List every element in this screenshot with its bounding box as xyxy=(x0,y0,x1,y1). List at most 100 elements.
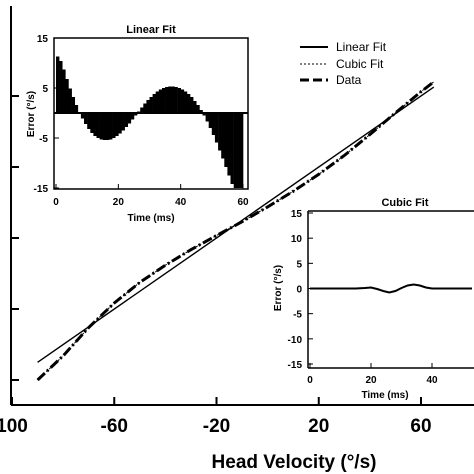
inset-cubic-fit-error-line xyxy=(310,283,472,294)
inset-linear-fit-bar xyxy=(218,113,222,151)
series-data xyxy=(36,80,435,382)
inset-linear-fit-bar xyxy=(165,87,169,113)
inset-linear-fit-bar xyxy=(59,61,63,113)
inset-linear-fit-bar xyxy=(211,113,216,135)
inset-linear-fit-bar xyxy=(90,113,94,133)
main-x-tick-label: 20 xyxy=(308,416,329,437)
inset-linear-fit-bar xyxy=(239,113,244,188)
inset-linear-fit-bar xyxy=(227,113,231,176)
inset-linear-fit-bar xyxy=(152,94,157,113)
inset-cubic-fit-y-tick-label: 10 xyxy=(291,234,303,245)
inset-linear-fit-bar xyxy=(71,97,76,113)
inset-linear-fit-bar xyxy=(118,113,122,134)
inset-linear-fit-bar xyxy=(56,56,60,113)
inset-linear-fit-x-tick-label: 0 xyxy=(53,197,59,208)
inset-linear-fit-bar xyxy=(221,113,225,159)
inset-linear-fit-bar xyxy=(233,113,238,188)
inset-linear-fit-bars xyxy=(54,56,248,188)
inset-linear-fit-bar xyxy=(155,91,160,113)
inset-linear-fit-bar xyxy=(62,69,66,113)
inset-cubic-fit-y-tick-label: 0 xyxy=(296,285,302,296)
inset-linear-fit-bar xyxy=(224,113,228,167)
inset-linear-fit-bar xyxy=(109,113,113,140)
main-x-tick-label: 60 xyxy=(410,416,431,437)
legend: Linear Fit Cubic Fit Data xyxy=(300,40,387,87)
inset-linear-fit-bar xyxy=(180,89,185,113)
inset-cubic-fit: Cubic Fit 15 10 5 0 -5 -10 -15 0 20 40 Time (ms)… xyxy=(273,197,474,401)
inset-linear-fit-x-tick-label: 60 xyxy=(237,197,249,208)
inset-linear-fit-x-tick-label: 40 xyxy=(175,197,187,208)
main-x-ticks: 100 -60 -20 20 60 xyxy=(0,397,432,437)
inset-linear-fit-bar xyxy=(84,113,88,124)
inset-linear-fit-bar xyxy=(230,113,234,184)
inset-linear-fit-bar xyxy=(174,87,178,113)
inset-linear-fit-bar xyxy=(149,97,153,113)
inset-linear-fit-bar xyxy=(186,94,191,113)
inset-linear-fit-bar xyxy=(105,113,110,140)
inset-linear-fit-bar xyxy=(133,113,138,116)
inset-linear-fit-bar xyxy=(127,113,132,124)
inset-linear-fit-x-tick-label: 20 xyxy=(113,197,125,208)
inset-linear-fit-x-ticks: 0 20 40 60 xyxy=(53,184,249,208)
inset-linear-fit-bar xyxy=(236,113,241,188)
inset-linear-fit-bar xyxy=(199,110,203,113)
inset-linear-fit-bar xyxy=(214,113,219,143)
inset-linear-fit-bar xyxy=(168,86,172,113)
inset-cubic-fit-x-tick-label: 0 xyxy=(307,375,313,386)
inset-linear-fit-y-tick-label: 15 xyxy=(37,34,49,45)
inset-linear-fit-bar xyxy=(162,88,166,113)
inset-linear-fit-bar xyxy=(171,86,175,113)
inset-linear-fit-bar xyxy=(87,113,91,129)
inset-cubic-fit-y-ticks: 15 10 5 0 -5 -10 -15 xyxy=(288,209,313,371)
inset-cubic-fit-x-tick-label: 20 xyxy=(365,375,377,386)
main-x-tick-label: 100 xyxy=(0,416,28,437)
legend-label-cubic: Cubic Fit xyxy=(336,57,384,71)
inset-linear-fit-bar xyxy=(68,88,72,113)
inset-linear-fit-bar xyxy=(193,101,197,113)
inset-linear-fit-y-tick-label: -5 xyxy=(39,134,48,145)
inset-linear-fit-x-label: Time (ms) xyxy=(127,213,174,224)
inset-linear-fit-y-tick-label: 5 xyxy=(42,84,48,95)
inset-linear-fit-y-label: Error (°/s) xyxy=(26,91,37,137)
inset-cubic-fit-y-tick-label: 15 xyxy=(291,209,303,220)
inset-linear-fit-bar xyxy=(177,88,182,113)
inset-linear-fit-bar xyxy=(74,105,79,113)
main-series xyxy=(36,80,435,382)
inset-cubic-fit-x-tick-label: 40 xyxy=(426,375,438,386)
main-x-label: Head Velocity (°/s) xyxy=(212,452,377,473)
inset-cubic-fit-series xyxy=(310,283,472,294)
inset-linear-fit-bar xyxy=(124,113,129,127)
inset-linear-fit-bar xyxy=(140,107,144,113)
main-x-tick-label: -20 xyxy=(203,416,230,437)
inset-cubic-fit-y-tick-label: -10 xyxy=(288,335,303,346)
inset-linear-fit-bar xyxy=(205,113,210,122)
main-y-ticks xyxy=(11,95,19,381)
inset-linear-fit-bar xyxy=(99,113,104,140)
inset-linear-fit-y-tick-label: -15 xyxy=(34,184,49,195)
inset-cubic-fit-y-tick-label: -5 xyxy=(293,310,302,321)
inset-cubic-fit-title: Cubic Fit xyxy=(381,197,428,209)
inset-linear-fit-bar xyxy=(202,113,206,116)
inset-linear-fit-bar xyxy=(146,100,150,113)
inset-linear-fit-bar xyxy=(102,113,107,140)
inset-linear-fit-bar xyxy=(96,113,100,138)
inset-cubic-fit-x-label: Time (ms) xyxy=(361,390,408,401)
inset-linear-fit-bar xyxy=(183,91,188,113)
inset-cubic-fit-y-tick-label: -15 xyxy=(288,360,303,371)
inset-cubic-fit-x-ticks: 0 20 40 xyxy=(307,363,438,386)
inset-linear-fit-bar xyxy=(112,113,116,138)
inset-linear-fit-title: Linear Fit xyxy=(126,24,176,36)
inset-linear-fit: Linear Fit 15 5 -5 -15 0 20 40 60 Time (ms) Er… xyxy=(26,24,249,224)
inset-linear-fit-bar xyxy=(65,79,69,113)
inset-linear-fit-bar xyxy=(121,113,125,131)
main-x-tick-label: -60 xyxy=(101,416,128,437)
legend-label-linear: Linear Fit xyxy=(336,40,387,54)
inset-linear-fit-bar xyxy=(143,103,147,113)
inset-cubic-fit-y-label: Error (°/s) xyxy=(273,265,284,311)
inset-linear-fit-bar xyxy=(190,97,194,113)
legend-label-data: Data xyxy=(336,73,362,87)
inset-linear-fit-bar xyxy=(158,89,163,113)
inset-cubic-fit-y-tick-label: 5 xyxy=(296,259,302,270)
inset-linear-fit-bar xyxy=(93,113,97,136)
